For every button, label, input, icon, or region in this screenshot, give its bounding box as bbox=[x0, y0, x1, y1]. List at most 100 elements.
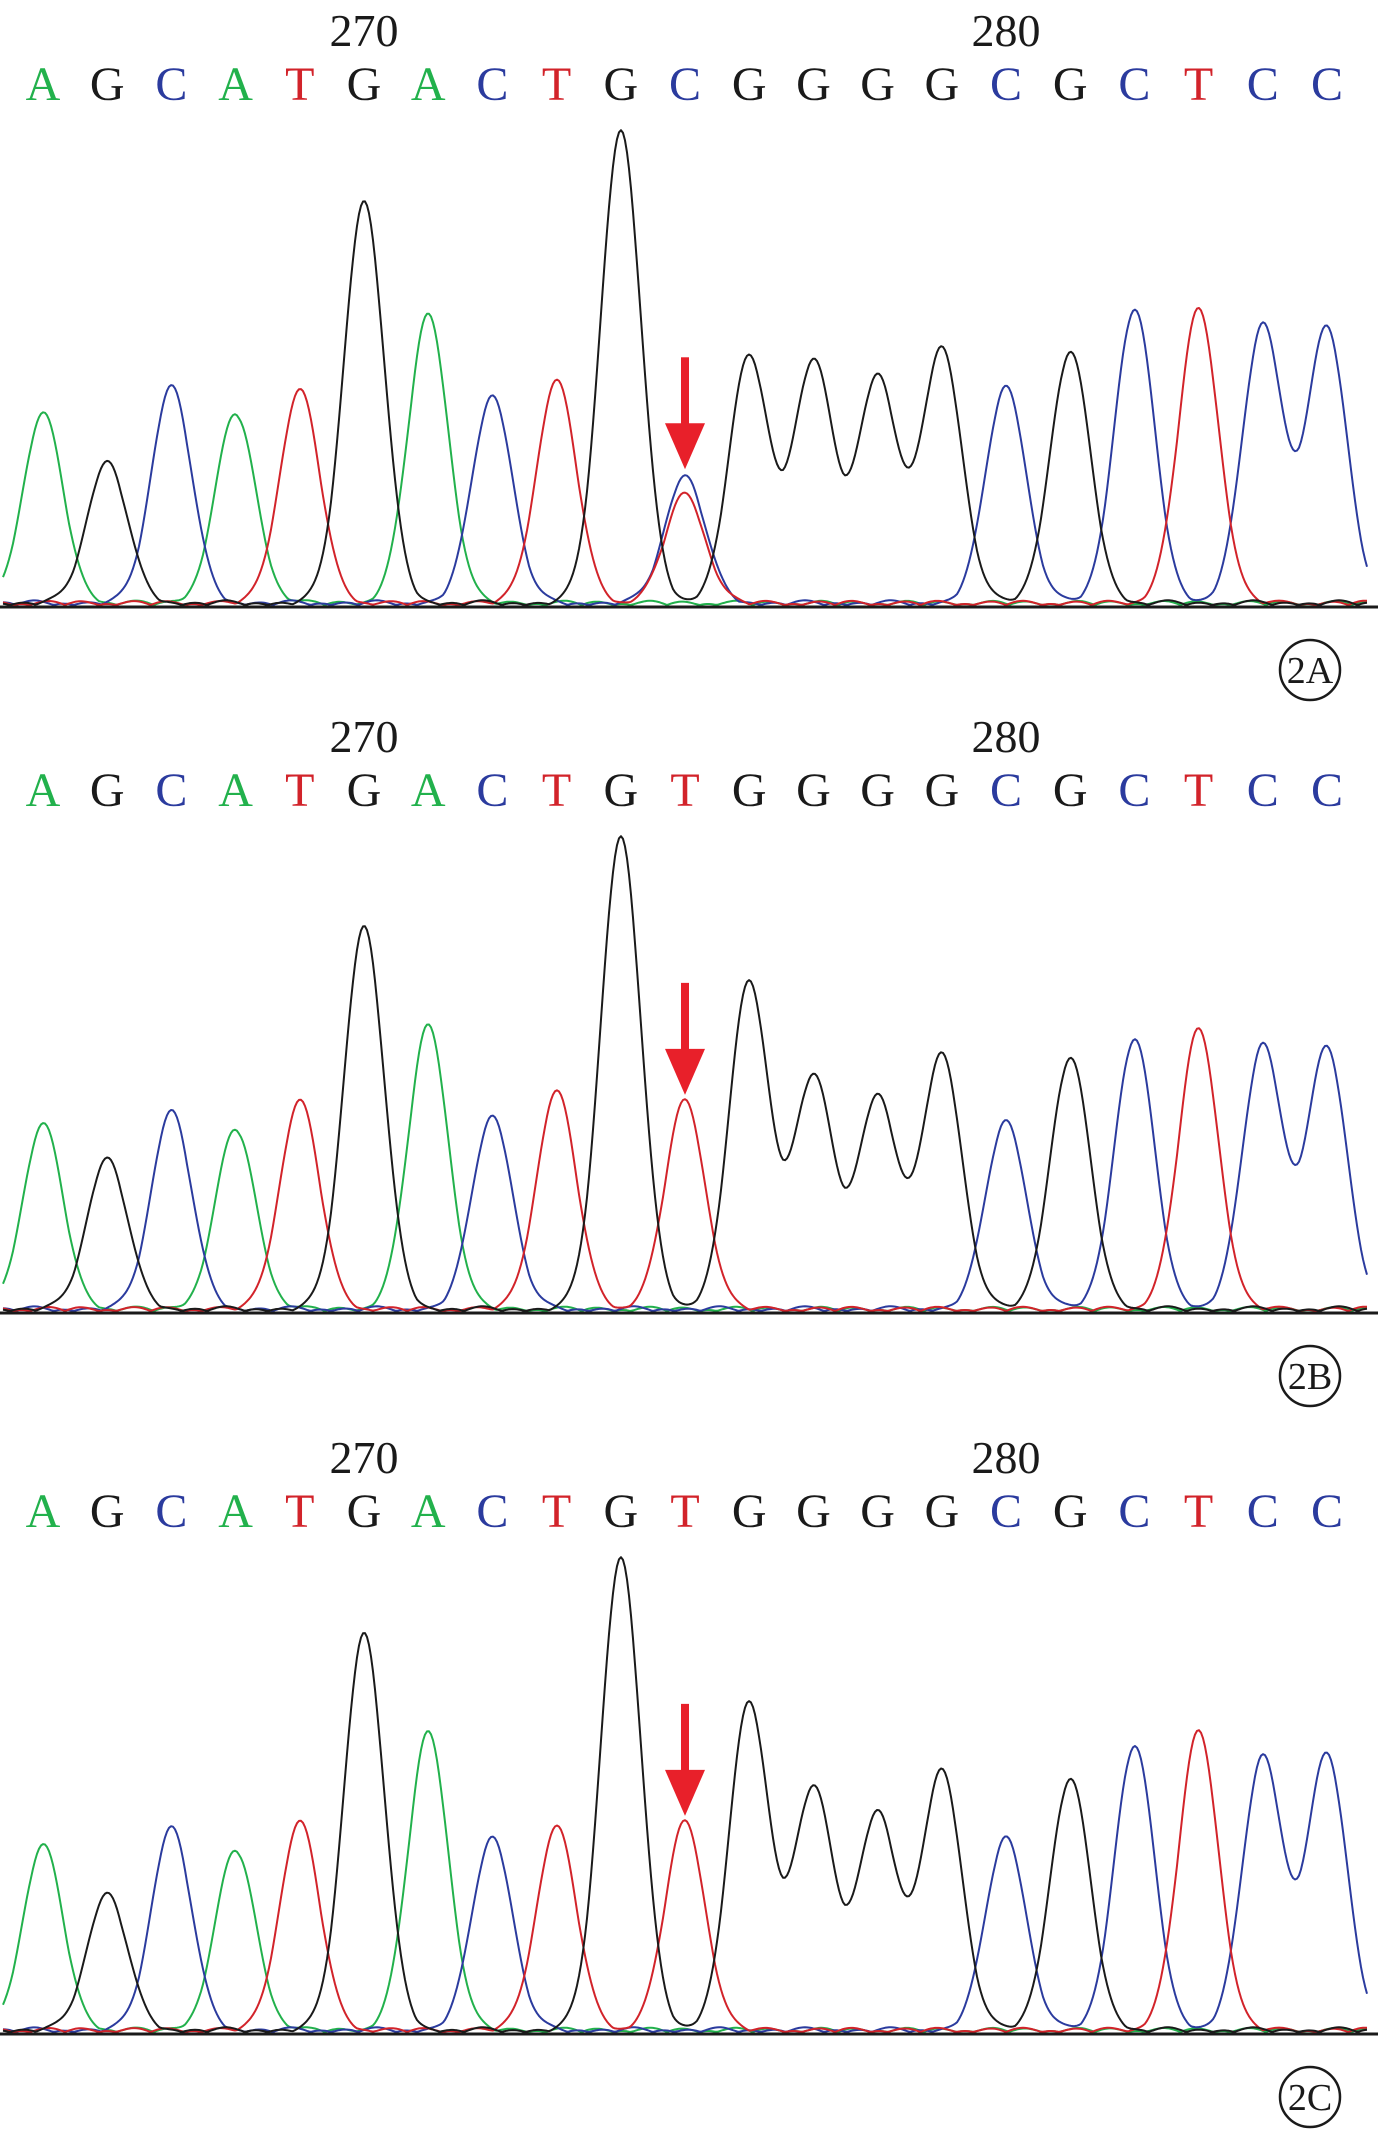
base-call-label: T bbox=[285, 764, 314, 817]
peak-point bbox=[620, 1558, 622, 1560]
peak-point bbox=[1005, 386, 1007, 388]
peak-point bbox=[170, 1828, 172, 1830]
base-call-label: G bbox=[860, 58, 895, 111]
panel-label: 2A bbox=[1287, 650, 1334, 692]
base-call-label: G bbox=[603, 764, 638, 817]
peak-point bbox=[1005, 1837, 1007, 1839]
peak-point bbox=[170, 386, 172, 388]
base-call-label: G bbox=[796, 764, 831, 817]
panel-label-badge: 2A bbox=[1278, 638, 1342, 702]
peak-point bbox=[1005, 1121, 1007, 1123]
base-call-label: C bbox=[990, 58, 1022, 111]
peak-point bbox=[363, 1634, 365, 1636]
peak-point bbox=[1069, 1059, 1071, 1061]
panel-label-badge: 2C bbox=[1278, 2065, 1342, 2129]
peak-point bbox=[556, 382, 558, 384]
peak-point bbox=[1069, 1780, 1071, 1782]
peak-point bbox=[1133, 311, 1135, 313]
base-call-label: C bbox=[669, 58, 701, 111]
peak-point bbox=[427, 1026, 429, 1028]
peak-point bbox=[299, 1823, 301, 1825]
peak-point bbox=[1262, 1045, 1264, 1047]
base-call-label: G bbox=[796, 58, 831, 111]
base-call-label: T bbox=[542, 764, 571, 817]
peak-point bbox=[812, 1078, 814, 1080]
base-call-label: C bbox=[476, 58, 508, 111]
peak-point bbox=[1262, 1757, 1264, 1759]
peak-point bbox=[1326, 1757, 1328, 1759]
trace-t bbox=[2, 1027, 1367, 1312]
base-call-label: G bbox=[1053, 1485, 1088, 1538]
peak-point bbox=[556, 1828, 558, 1830]
base-call-label: C bbox=[476, 1485, 508, 1538]
peak-point bbox=[1133, 1040, 1135, 1042]
trace-g bbox=[2, 129, 1368, 606]
trace-a bbox=[2, 312, 1368, 606]
peak-point bbox=[42, 1126, 44, 1128]
base-call-label: A bbox=[411, 764, 446, 817]
base-call-label: G bbox=[603, 58, 638, 111]
peak-point bbox=[106, 1159, 108, 1161]
base-call-label: G bbox=[347, 764, 382, 817]
peak-point bbox=[1133, 1747, 1135, 1749]
peak-point bbox=[877, 1097, 879, 1099]
peak-point bbox=[877, 377, 879, 379]
base-call-label: G bbox=[860, 1485, 895, 1538]
base-call-label: G bbox=[347, 58, 382, 111]
base-call-label: C bbox=[1118, 58, 1150, 111]
peak-point bbox=[684, 476, 686, 478]
base-call-label: T bbox=[542, 58, 571, 111]
base-call-label: G bbox=[732, 58, 767, 111]
base-call-label: C bbox=[990, 764, 1022, 817]
peak-point bbox=[812, 1790, 814, 1792]
base-call-label: G bbox=[1053, 58, 1088, 111]
trace-g bbox=[2, 1556, 1368, 2033]
peak-point bbox=[1262, 325, 1264, 327]
trace-g bbox=[2, 835, 1368, 1312]
base-call-label: A bbox=[26, 764, 61, 817]
peak-point bbox=[235, 1130, 237, 1132]
base-call-label: T bbox=[1184, 58, 1213, 111]
peak-point bbox=[363, 202, 365, 204]
base-call-label: C bbox=[1311, 1485, 1343, 1538]
position-label: 280 bbox=[972, 1432, 1041, 1483]
peak-point bbox=[235, 415, 237, 417]
base-call-label: G bbox=[924, 1485, 959, 1538]
peak-point bbox=[620, 837, 622, 839]
peak-point bbox=[427, 315, 429, 317]
peak-point bbox=[1326, 330, 1328, 332]
base-call-label: C bbox=[155, 1485, 187, 1538]
base-call-label: A bbox=[26, 58, 61, 111]
base-call-label: A bbox=[411, 1485, 446, 1538]
peak-point bbox=[941, 349, 943, 351]
base-call-label: C bbox=[1118, 1485, 1150, 1538]
peak-point bbox=[106, 1894, 108, 1896]
base-call-label: G bbox=[924, 58, 959, 111]
base-call-label: A bbox=[218, 58, 253, 111]
base-call-label: T bbox=[542, 1485, 571, 1538]
peak-point bbox=[941, 1771, 943, 1773]
peak-point bbox=[1198, 311, 1200, 313]
peak-point bbox=[491, 1837, 493, 1839]
peak-point bbox=[427, 1733, 429, 1735]
mutation-arrow bbox=[665, 982, 705, 1095]
peak-point bbox=[684, 1102, 686, 1104]
peak-point bbox=[106, 462, 108, 464]
peak-point bbox=[1198, 1733, 1200, 1735]
base-call-label: A bbox=[411, 58, 446, 111]
mutation-arrow bbox=[665, 1703, 705, 1816]
base-call-label: C bbox=[1311, 764, 1343, 817]
panel-label: 2C bbox=[1288, 2077, 1332, 2119]
trace-a bbox=[2, 1730, 1368, 2033]
base-call-label: G bbox=[732, 1485, 767, 1538]
trace-t bbox=[2, 307, 1367, 606]
mutation-arrow bbox=[665, 357, 705, 470]
position-label: 280 bbox=[972, 5, 1041, 56]
position-label: 270 bbox=[330, 711, 399, 762]
base-call-label: C bbox=[1247, 1485, 1279, 1538]
base-call-label: T bbox=[285, 1485, 314, 1538]
base-call-label: G bbox=[603, 1485, 638, 1538]
peak-point bbox=[235, 1851, 237, 1853]
